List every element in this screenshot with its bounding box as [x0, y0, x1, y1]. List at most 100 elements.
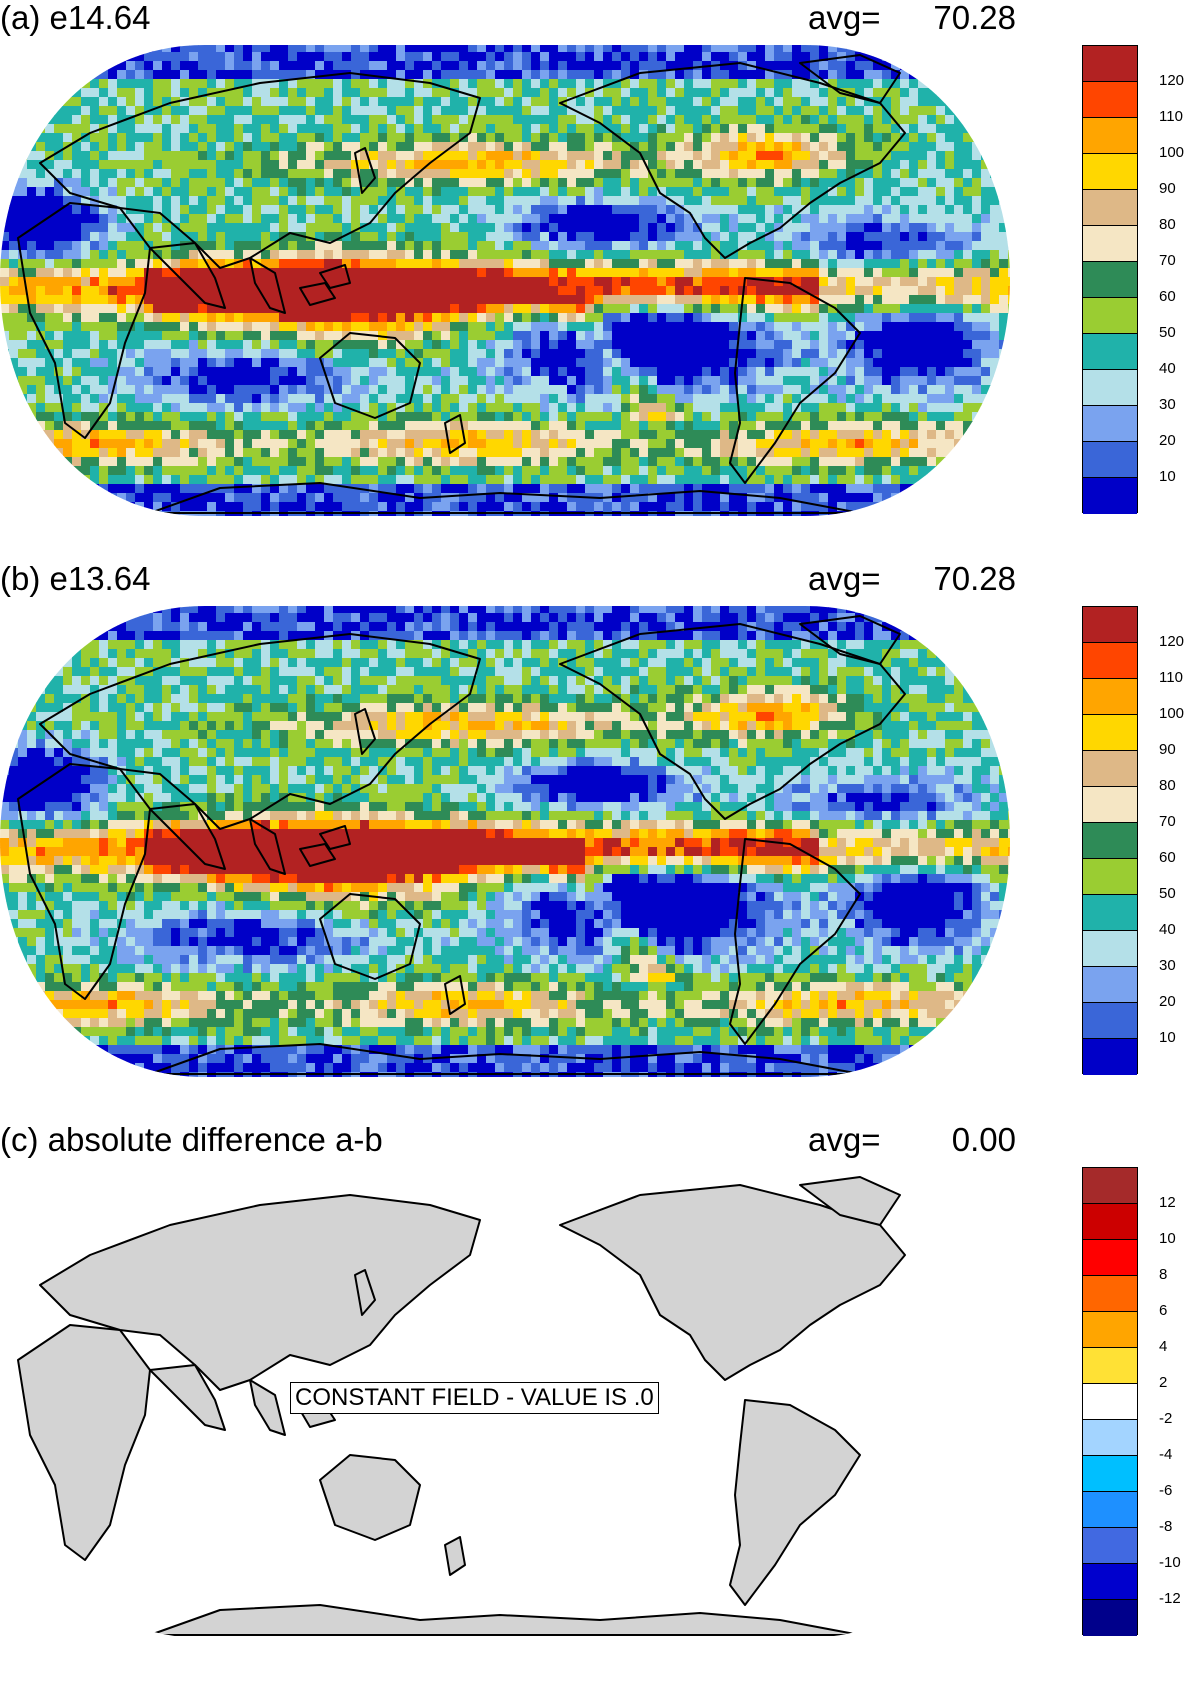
field-cell [405, 115, 415, 125]
field-cell [972, 268, 982, 278]
field-cell [396, 430, 406, 440]
field-cell [288, 187, 298, 197]
field-cell [144, 45, 154, 53]
field-cell [513, 223, 523, 233]
field-cell [216, 106, 226, 116]
field-cell [396, 232, 406, 242]
field-cell [162, 52, 172, 62]
field-cell [612, 97, 622, 107]
field-cell [351, 124, 361, 134]
field-cell [531, 313, 541, 323]
field-cell [387, 88, 397, 98]
field-cell [117, 259, 127, 269]
field-cell [648, 286, 658, 296]
field-cell [558, 142, 568, 152]
field-cell [666, 286, 676, 296]
field-cell [981, 45, 991, 53]
field-cell [684, 142, 694, 152]
field-cell [315, 124, 325, 134]
field-cell [675, 259, 685, 269]
field-cell [414, 45, 424, 53]
field-cell [729, 358, 739, 368]
field-cell [441, 430, 451, 440]
field-cell [882, 403, 892, 413]
field-cell [594, 331, 604, 341]
field-cell [585, 124, 595, 134]
field-cell [477, 403, 487, 413]
field-cell [117, 70, 127, 80]
field-cell [1008, 340, 1010, 350]
field-cell [495, 88, 505, 98]
field-cell [387, 241, 397, 251]
field-cell [684, 124, 694, 134]
field-cell [234, 268, 244, 278]
field-cell [855, 142, 865, 152]
field-cell [936, 250, 946, 260]
field-cell [297, 88, 307, 98]
field-cell [513, 322, 523, 332]
field-cell [585, 313, 595, 323]
field-cell [252, 187, 262, 197]
field-cell [189, 367, 199, 377]
field-cell [216, 331, 226, 341]
field-cell [648, 322, 658, 332]
field-cell [0, 196, 10, 206]
field-cell [810, 241, 820, 251]
field-cell [216, 430, 226, 440]
field-cell [999, 196, 1009, 206]
field-cell [522, 151, 532, 161]
field-cell [756, 277, 766, 287]
field-cell [306, 331, 316, 341]
field-cell [999, 97, 1009, 107]
field-cell [873, 358, 883, 368]
field-cell [90, 124, 100, 134]
field-cell [351, 277, 361, 287]
field-cell [810, 214, 820, 224]
field-cell [144, 376, 154, 386]
field-cell [576, 97, 586, 107]
field-cell [819, 160, 829, 170]
field-cell [918, 421, 928, 431]
field-cell [702, 160, 712, 170]
field-cell [477, 169, 487, 179]
field-cell [765, 358, 775, 368]
field-cell [585, 196, 595, 206]
field-cell [432, 349, 442, 359]
field-cell [918, 151, 928, 161]
field-cell [135, 340, 145, 350]
field-cell [459, 268, 469, 278]
field-cell [972, 430, 982, 440]
field-cell [693, 331, 703, 341]
field-cell [378, 232, 388, 242]
field-cell [216, 205, 226, 215]
field-cell [720, 70, 730, 80]
field-cell [387, 97, 397, 107]
field-cell [963, 421, 973, 431]
field-cell [585, 322, 595, 332]
field-cell [810, 304, 820, 314]
field-cell [306, 205, 316, 215]
field-cell [216, 349, 226, 359]
field-cell [648, 268, 658, 278]
field-cell [504, 124, 514, 134]
field-cell [171, 430, 181, 440]
field-cell [540, 205, 550, 215]
field-cell [648, 187, 658, 197]
field-cell [729, 340, 739, 350]
field-cell [873, 187, 883, 197]
field-cell [477, 160, 487, 170]
field-cell [270, 70, 280, 80]
field-cell [936, 106, 946, 116]
field-cell [126, 340, 136, 350]
field-cell [450, 97, 460, 107]
field-cell [360, 205, 370, 215]
field-cell [135, 412, 145, 422]
field-cell [621, 106, 631, 116]
field-cell [144, 394, 154, 404]
field-cell [927, 205, 937, 215]
field-cell [126, 430, 136, 440]
field-cell [783, 196, 793, 206]
field-cell [369, 115, 379, 125]
field-cell [225, 124, 235, 134]
field-cell [9, 313, 19, 323]
